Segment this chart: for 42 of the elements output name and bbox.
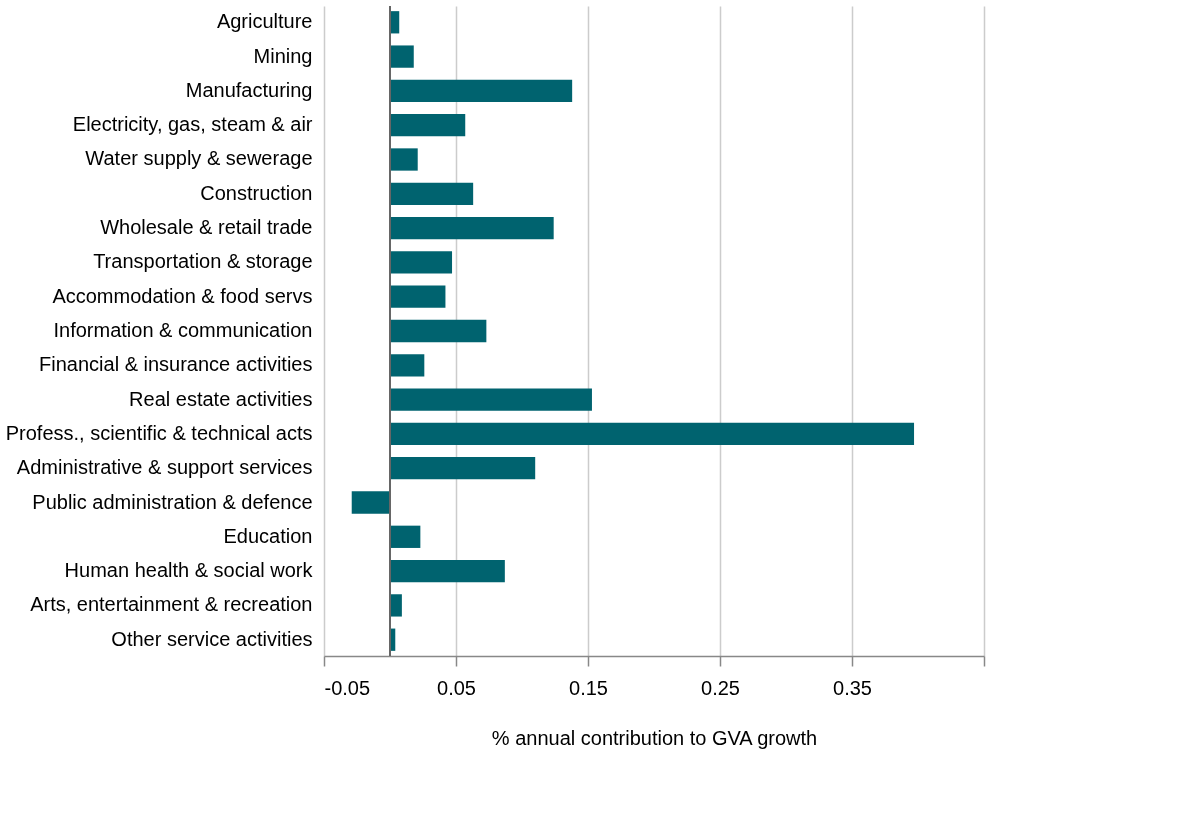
y-tick-label: Human health & social work bbox=[64, 559, 314, 582]
bar bbox=[390, 594, 402, 617]
x-tick-label: 0.25 bbox=[701, 676, 740, 699]
bar bbox=[390, 422, 915, 446]
bar bbox=[390, 559, 505, 583]
x-tick-label: 0.35 bbox=[833, 676, 872, 699]
y-tick-label: Transportation & storage bbox=[93, 250, 313, 273]
y-tick-label: Manufacturing bbox=[185, 78, 313, 101]
bar bbox=[390, 79, 573, 103]
bar bbox=[390, 182, 474, 205]
bar bbox=[390, 388, 592, 411]
y-tick-label: Arts, entertainment & recreation bbox=[30, 593, 313, 616]
bar bbox=[390, 354, 425, 377]
bar bbox=[390, 251, 453, 274]
y-tick-label: Public administration & defence bbox=[32, 490, 313, 513]
bar bbox=[351, 491, 390, 514]
bar bbox=[390, 457, 536, 480]
y-tick-label: Agriculture bbox=[216, 10, 313, 33]
y-tick-label: Mining bbox=[253, 44, 313, 67]
y-tick-label: Other service activities bbox=[111, 627, 313, 650]
x-axis-title: % annual contribution to GVA growth bbox=[491, 726, 818, 749]
y-tick-label: Water supply & sewerage bbox=[85, 147, 313, 170]
y-tick-label: Construction bbox=[200, 181, 313, 204]
bar bbox=[390, 114, 466, 137]
y-tick-label: Accommodation & food servs bbox=[52, 284, 313, 307]
bar bbox=[390, 148, 418, 171]
y-tick-label: Administrative & support services bbox=[16, 456, 313, 479]
y-tick-label: Financial & insurance activities bbox=[39, 353, 313, 376]
y-tick-label: Education bbox=[223, 524, 313, 547]
y-tick-label: Real estate activities bbox=[129, 387, 313, 410]
bar bbox=[390, 525, 421, 548]
bar bbox=[390, 285, 446, 308]
y-tick-label: Information & communication bbox=[53, 319, 313, 341]
bar bbox=[390, 45, 414, 68]
bar bbox=[390, 216, 554, 240]
bar bbox=[390, 319, 487, 343]
y-tick-label: Profess., scientific & technical acts bbox=[5, 421, 313, 444]
x-tick-label: 0.15 bbox=[569, 676, 608, 699]
y-tick-label: Electricity, gas, steam & air bbox=[72, 113, 313, 136]
x-tick-label: -0.05 bbox=[324, 676, 371, 699]
y-tick-label: Wholesale & retail trade bbox=[100, 216, 313, 239]
x-tick-label: 0.05 bbox=[437, 676, 476, 699]
